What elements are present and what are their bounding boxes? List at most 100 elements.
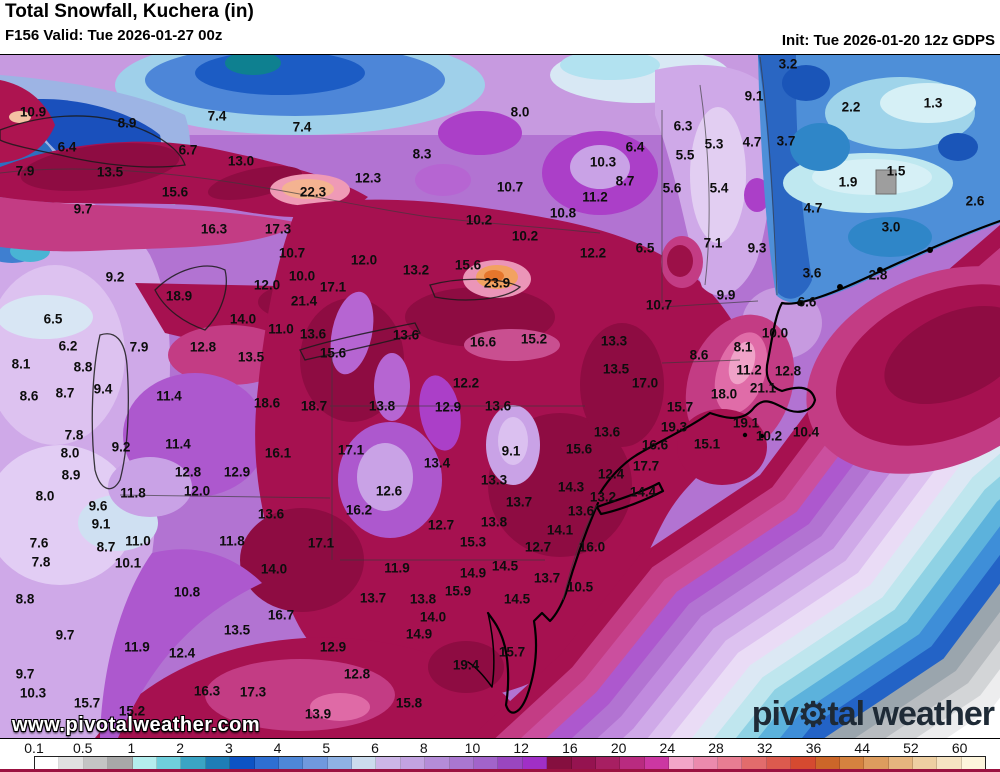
snowfall-value-label: 6.7 <box>179 143 198 158</box>
snowfall-value-label: 15.6 <box>162 185 189 200</box>
snowfall-value-label: 10.2 <box>512 229 538 244</box>
colorbar-segment <box>59 757 84 769</box>
colorbar-tick-label: 32 <box>756 740 773 756</box>
snowfall-value-label: 8.0 <box>511 105 530 120</box>
great-lakes-outlines <box>0 115 522 490</box>
colorbar-tick-label: 6 <box>371 740 379 756</box>
snowfall-value-label: 18.7 <box>301 399 327 414</box>
snowfall-value-label: 10.7 <box>646 298 672 313</box>
map-header: Total Snowfall, Kuchera (in) F156 Valid:… <box>0 0 1000 55</box>
snowfall-value-label: 3.7 <box>777 134 796 149</box>
snowfall-value-label: 6.4 <box>626 140 645 155</box>
colorbar-segment <box>864 757 889 769</box>
snowfall-value-label: 7.8 <box>65 428 84 443</box>
snowfall-value-label: 3.2 <box>779 57 798 72</box>
snowfall-value-label: 13.8 <box>369 399 396 414</box>
snowfall-value-label: 13.2 <box>403 263 429 278</box>
snowfall-value-label: 1.3 <box>924 96 943 111</box>
snowfall-value-label: 16.3 <box>194 684 221 699</box>
snowfall-value-label: 10.5 <box>567 580 594 595</box>
snowfall-value-label: 23.9 <box>484 276 510 291</box>
snowfall-value-label: 21.4 <box>291 294 318 309</box>
snowfall-value-label: 2.2 <box>842 100 861 115</box>
snowfall-value-label: 8.8 <box>74 360 93 375</box>
colorbar-segment <box>205 757 231 769</box>
colorbar-segment <box>595 757 621 769</box>
colorbar-segment <box>303 757 328 769</box>
init-time-label: Init: Tue 2026-01-20 12z GDPS <box>781 32 995 49</box>
snowfall-value-label: 3.6 <box>803 266 822 281</box>
colorbar-segment <box>571 757 596 769</box>
colorbar-segment <box>839 757 865 769</box>
orange-hotspot <box>463 260 531 298</box>
snowfall-value-label: 7.8 <box>32 555 51 570</box>
snowfall-value-label: 8.6 <box>690 348 709 363</box>
snowfall-value-label: 6.4 <box>58 140 77 155</box>
snowfall-value-label: 8.8 <box>16 592 35 607</box>
snowfall-value-label: 6.5 <box>44 312 63 327</box>
snowfall-value-label: 15.8 <box>396 696 423 711</box>
snowfall-value-label: 9.2 <box>106 270 125 285</box>
snowfall-value-label: 15.6 <box>320 346 347 361</box>
snowfall-value-label: 9.1 <box>92 517 111 532</box>
colorbar-segment <box>35 757 60 769</box>
snowfall-value-label: 11.8 <box>120 486 146 501</box>
snowfall-value-label: 14.1 <box>547 523 574 538</box>
colorbar-segment <box>449 757 475 769</box>
colorbar-segment <box>669 757 694 769</box>
snowfall-value-label: 8.1 <box>734 340 753 355</box>
snowfall-value-label: 11.9 <box>124 640 150 655</box>
snowfall-value-label: 7.6 <box>30 536 49 551</box>
snowfall-value-label: 6.2 <box>59 339 78 354</box>
snowfall-value-label: 9.4 <box>94 382 113 397</box>
snowfall-value-label: 8.7 <box>56 386 75 401</box>
colorbar-segment <box>620 757 645 769</box>
snowfall-value-label: 4.7 <box>743 135 762 150</box>
colorbar-tick-label: 52 <box>903 740 919 756</box>
colorbar-segment <box>474 757 499 769</box>
snowfall-value-label: 9.7 <box>16 667 35 682</box>
colorbar-tick-label: 4 <box>273 740 282 756</box>
state-borders <box>0 56 778 601</box>
snowfall-value-label: 11.0 <box>125 534 151 549</box>
colorbar-tick-label: 1 <box>127 740 136 756</box>
snowfall-value-label: 15.9 <box>445 584 471 599</box>
snowfall-value-label: 12.0 <box>254 278 280 293</box>
snowfall-value-label: 13.7 <box>534 571 560 586</box>
snowfall-value-label: 16.0 <box>579 540 605 555</box>
snowfall-value-label: 9.1 <box>745 89 764 104</box>
snowfall-value-label: 10.7 <box>497 180 523 195</box>
colorbar-tick-label: 24 <box>659 740 676 756</box>
snowfall-value-label: 8.7 <box>97 540 116 555</box>
snowfall-value-label: 12.9 <box>435 400 461 415</box>
colorbar-tick-label: 0.5 <box>72 740 93 756</box>
snowfall-value-label: 13.3 <box>601 334 628 349</box>
snowfall-value-label: 12.2 <box>453 376 479 391</box>
snowfall-value-label: 13.8 <box>481 515 508 530</box>
snowfall-value-label: 11.0 <box>268 322 294 337</box>
snowfall-value-label: 12.3 <box>355 171 382 186</box>
snowfall-value-label: 12.4 <box>169 646 196 661</box>
colorbar-bottom-strip <box>0 769 1000 772</box>
snowfall-value-label: 2.6 <box>966 194 985 209</box>
snowfall-value-label: 13.6 <box>258 507 285 522</box>
snowfall-value-label: 9.6 <box>89 499 108 514</box>
valid-time-label: F156 Valid: Tue 2026-01-27 00z <box>5 27 223 44</box>
snowfall-value-label: 9.1 <box>502 444 521 459</box>
snowfall-value-label: 9.3 <box>748 241 767 256</box>
colorbar-segment <box>108 757 133 769</box>
colorbar-tick-label: 36 <box>805 740 822 756</box>
map-title: Total Snowfall, Kuchera (in) <box>5 1 254 22</box>
snowfall-value-label: 12.4 <box>598 467 625 482</box>
snowfall-value-label: 9.7 <box>56 628 75 643</box>
colorbar-segment <box>547 757 572 769</box>
colorbar-segment <box>693 757 718 769</box>
snowfall-value-label: 14.3 <box>558 480 585 495</box>
snowfall-value-label: 5.6 <box>663 181 682 196</box>
pivotal-weather-logo: piv⚙tal weather <box>752 694 995 734</box>
snowfall-value-label: 12.9 <box>320 640 346 655</box>
snowfall-value-label: 14.0 <box>230 312 256 327</box>
snowfall-value-label: 13.5 <box>238 350 265 365</box>
snowfall-value-label: 11.2 <box>736 363 762 378</box>
